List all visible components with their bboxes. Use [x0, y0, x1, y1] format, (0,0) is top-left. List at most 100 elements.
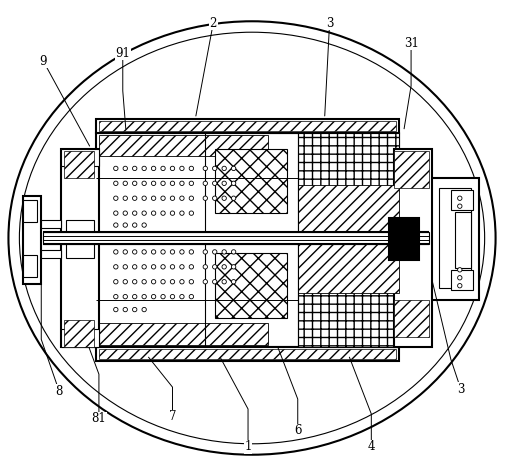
- Bar: [451, 270, 473, 290]
- Circle shape: [114, 250, 118, 254]
- Bar: [61, 149, 99, 166]
- Bar: [61, 330, 99, 347]
- Circle shape: [189, 196, 193, 200]
- Circle shape: [171, 265, 175, 269]
- Circle shape: [151, 211, 156, 215]
- Text: 2: 2: [210, 17, 217, 30]
- Circle shape: [123, 211, 127, 215]
- Bar: [99, 134, 268, 156]
- Bar: [96, 133, 399, 238]
- Circle shape: [132, 211, 137, 215]
- Circle shape: [132, 280, 137, 284]
- Circle shape: [132, 223, 137, 227]
- Circle shape: [123, 250, 127, 254]
- Circle shape: [171, 196, 175, 200]
- Bar: [23, 255, 37, 277]
- Text: 9: 9: [40, 55, 47, 67]
- Text: 1: 1: [244, 440, 252, 453]
- Circle shape: [189, 211, 193, 215]
- Circle shape: [232, 196, 236, 200]
- Circle shape: [114, 223, 118, 227]
- Circle shape: [232, 250, 236, 254]
- Circle shape: [151, 294, 156, 299]
- Circle shape: [123, 307, 127, 312]
- Circle shape: [189, 265, 193, 269]
- Bar: [298, 238, 399, 347]
- Circle shape: [180, 166, 184, 171]
- Bar: [394, 151, 429, 188]
- Circle shape: [189, 280, 193, 284]
- Bar: [96, 347, 399, 361]
- Circle shape: [142, 250, 146, 254]
- Circle shape: [114, 280, 118, 284]
- Circle shape: [114, 294, 118, 299]
- Circle shape: [132, 294, 137, 299]
- Text: 3: 3: [457, 382, 465, 396]
- Circle shape: [132, 181, 137, 186]
- Circle shape: [142, 265, 146, 269]
- Circle shape: [203, 265, 208, 269]
- Circle shape: [180, 294, 184, 299]
- Bar: [23, 196, 41, 284]
- Circle shape: [232, 181, 236, 186]
- Circle shape: [458, 276, 462, 280]
- Circle shape: [458, 284, 462, 288]
- Text: 7: 7: [168, 410, 176, 423]
- Circle shape: [203, 181, 208, 186]
- Circle shape: [458, 204, 462, 209]
- Circle shape: [132, 166, 137, 171]
- Circle shape: [142, 211, 146, 215]
- Circle shape: [171, 166, 175, 171]
- Circle shape: [151, 181, 156, 186]
- Text: 81: 81: [92, 412, 106, 426]
- Bar: [99, 349, 396, 359]
- Bar: [66, 220, 94, 258]
- Circle shape: [189, 181, 193, 186]
- Text: 4: 4: [367, 440, 375, 453]
- Bar: [215, 149, 287, 213]
- Circle shape: [161, 280, 165, 284]
- Circle shape: [123, 181, 127, 186]
- Circle shape: [123, 265, 127, 269]
- Circle shape: [114, 181, 118, 186]
- Circle shape: [180, 211, 184, 215]
- Circle shape: [180, 250, 184, 254]
- Circle shape: [161, 211, 165, 215]
- Circle shape: [458, 267, 462, 272]
- Circle shape: [132, 250, 137, 254]
- Circle shape: [189, 294, 193, 299]
- Circle shape: [458, 196, 462, 200]
- Circle shape: [171, 181, 175, 186]
- Circle shape: [171, 280, 175, 284]
- Circle shape: [203, 196, 208, 200]
- Circle shape: [123, 166, 127, 171]
- Text: 6: 6: [294, 424, 301, 437]
- Bar: [394, 300, 429, 337]
- Circle shape: [161, 166, 165, 171]
- Bar: [455, 212, 471, 268]
- Ellipse shape: [9, 21, 496, 455]
- Bar: [99, 121, 396, 131]
- Text: 8: 8: [55, 385, 63, 398]
- Text: 91: 91: [116, 47, 130, 59]
- Bar: [298, 238, 399, 293]
- Bar: [439, 188, 471, 288]
- Circle shape: [232, 166, 236, 171]
- Circle shape: [151, 166, 156, 171]
- Circle shape: [232, 265, 236, 269]
- Circle shape: [180, 181, 184, 186]
- Circle shape: [114, 211, 118, 215]
- Circle shape: [213, 280, 217, 284]
- Circle shape: [213, 265, 217, 269]
- Circle shape: [142, 196, 146, 200]
- Circle shape: [180, 196, 184, 200]
- Circle shape: [142, 280, 146, 284]
- Circle shape: [114, 166, 118, 171]
- Circle shape: [142, 307, 146, 312]
- Circle shape: [114, 196, 118, 200]
- Bar: [298, 133, 399, 238]
- Bar: [451, 190, 473, 210]
- Bar: [427, 178, 478, 300]
- Text: 3: 3: [326, 17, 333, 30]
- Bar: [61, 149, 99, 347]
